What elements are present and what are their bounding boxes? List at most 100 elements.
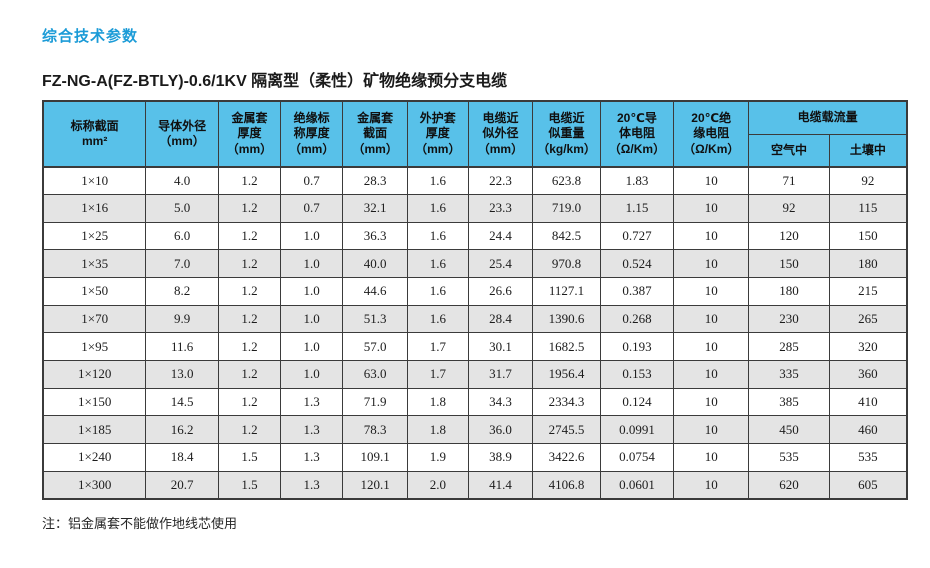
table-cell: 1.2	[217, 415, 282, 445]
table-cell: 32.1	[342, 194, 409, 223]
table-cell: 335	[748, 360, 830, 389]
table-cell: 51.3	[342, 304, 409, 334]
table-cell: 1×16	[42, 194, 147, 223]
table-cell: 620	[748, 470, 830, 500]
table-cell: 1.9	[407, 443, 469, 472]
table-cell: 0.124	[599, 387, 675, 417]
table-row: 1×120 13.0 1.2 1.0 63.0 1.7 31.7 1956.4 0.153 10 3…	[42, 360, 908, 389]
table-cell: 26.6	[467, 277, 534, 306]
table-cell: 285	[748, 332, 830, 362]
table-cell: 10	[673, 443, 750, 472]
table-cell: 41.4	[467, 470, 534, 500]
table-cell: 1.5	[217, 443, 282, 472]
table-cell: 1.6	[407, 166, 469, 196]
table-cell: 16.2	[145, 415, 219, 445]
table-cell: 1×50	[42, 277, 147, 306]
table-cell: 13.0	[145, 360, 219, 389]
table-cell: 10	[673, 470, 750, 500]
table-row: 1×150 14.5 1.2 1.3 71.9 1.8 34.3 2334.3 0.124 10 3…	[42, 387, 908, 417]
table-cell: 10	[673, 249, 750, 279]
table-cell: 14.5	[145, 387, 219, 417]
table-cell: 0.0991	[599, 415, 675, 445]
table-row: 1×70 9.9 1.2 1.0 51.3 1.6 28.4 1390.6 0.268 10 230…	[42, 304, 908, 334]
table-cell: 1127.1	[532, 277, 601, 306]
table-cell: 0.387	[599, 277, 675, 306]
table-cell: 7.0	[145, 249, 219, 279]
table-cell: 1.0	[280, 277, 344, 306]
table-cell: 0.268	[599, 304, 675, 334]
table-cell: 1×10	[42, 166, 147, 196]
table-row: 1×35 7.0 1.2 1.0 40.0 1.6 25.4 970.8 0.524 10 150 1…	[42, 249, 908, 279]
table-cell: 1.2	[217, 221, 282, 251]
table-cell: 0.0601	[599, 470, 675, 500]
table-cell: 31.7	[467, 360, 534, 389]
col-header-insulation-thickness: 绝缘标 称厚度 （mm）	[280, 100, 344, 168]
table-cell: 535	[828, 443, 908, 472]
table-cell: 970.8	[532, 249, 601, 279]
table-cell: 0.0754	[599, 443, 675, 472]
table-cell: 28.3	[342, 166, 409, 196]
table-cell: 1.0	[280, 360, 344, 389]
table-cell: 1.3	[280, 443, 344, 472]
spec-table: 标称截面 mm² 导体外径 （mm） 金属套 厚度 （mm） 绝缘标 称厚度 （…	[42, 100, 908, 500]
table-cell: 23.3	[467, 194, 534, 223]
table-cell: 719.0	[532, 194, 601, 223]
table-cell: 1×300	[42, 470, 147, 500]
table-cell: 22.3	[467, 166, 534, 196]
page-title: 综合技术参数	[42, 28, 139, 45]
footnote: 注：铝金属套不能做作地线芯使用	[42, 516, 238, 531]
table-cell: 842.5	[532, 221, 601, 251]
table-cell: 1390.6	[532, 304, 601, 334]
table-cell: 1×240	[42, 443, 147, 472]
table-cell: 1.6	[407, 194, 469, 223]
table-cell: 10	[673, 332, 750, 362]
table-cell: 57.0	[342, 332, 409, 362]
col-header-ampacity-soil: 土壤中	[828, 133, 908, 168]
table-cell: 0.7	[280, 194, 344, 223]
table-cell: 115	[828, 194, 908, 223]
table-cell: 10	[673, 194, 750, 223]
table-cell: 3422.6	[532, 443, 601, 472]
table-cell: 1.2	[217, 249, 282, 279]
table-cell: 1.0	[280, 332, 344, 362]
table-cell: 410	[828, 387, 908, 417]
table-row: 1×95 11.6 1.2 1.0 57.0 1.7 30.1 1682.5 0.193 10 28…	[42, 332, 908, 362]
table-cell: 1×95	[42, 332, 147, 362]
table-cell: 2.0	[407, 470, 469, 500]
table-cell: 20.7	[145, 470, 219, 500]
table-row: 1×25 6.0 1.2 1.0 36.3 1.6 24.4 842.5 0.727 10 120 1…	[42, 221, 908, 251]
table-cell: 1×25	[42, 221, 147, 251]
col-header-ampacity-air: 空气中	[748, 133, 830, 168]
table-cell: 34.3	[467, 387, 534, 417]
table-cell: 92	[828, 166, 908, 196]
table-cell: 1.3	[280, 415, 344, 445]
table-cell: 1.3	[280, 470, 344, 500]
table-cell: 1×185	[42, 415, 147, 445]
table-row: 1×10 4.0 1.2 0.7 28.3 1.6 22.3 623.8 1.83 10 71 92	[42, 166, 908, 196]
table-cell: 1×70	[42, 304, 147, 334]
table-cell: 25.4	[467, 249, 534, 279]
table-cell: 1.2	[217, 166, 282, 196]
table-body: 1×10 4.0 1.2 0.7 28.3 1.6 22.3 623.8 1.83 10 71 92 1…	[42, 166, 908, 500]
table-cell: 215	[828, 277, 908, 306]
table-cell: 150	[828, 221, 908, 251]
table-cell: 40.0	[342, 249, 409, 279]
table-cell: 385	[748, 387, 830, 417]
col-header-metal-sheath-thickness: 金属套 厚度 （mm）	[217, 100, 282, 168]
col-header-outer-sheath-thickness: 外护套 厚度 （mm）	[407, 100, 469, 168]
table-cell: 0.153	[599, 360, 675, 389]
table-cell: 0.524	[599, 249, 675, 279]
table-cell: 5.0	[145, 194, 219, 223]
table-cell: 92	[748, 194, 830, 223]
table-cell: 1.2	[217, 304, 282, 334]
table-cell: 1.5	[217, 470, 282, 500]
product-model-subtitle: FZ-NG-A(FZ-BTLY)-0.6/1KV 隔离型（柔性）矿物绝缘预分支电…	[42, 73, 508, 90]
table-cell: 10	[673, 360, 750, 389]
table-cell: 1.6	[407, 249, 469, 279]
table-cell: 36.0	[467, 415, 534, 445]
table-cell: 535	[748, 443, 830, 472]
table-cell: 1.2	[217, 387, 282, 417]
col-header-approx-od: 电缆近 似外径 （mm）	[467, 100, 534, 168]
table-cell: 0.7	[280, 166, 344, 196]
table-cell: 120.1	[342, 470, 409, 500]
